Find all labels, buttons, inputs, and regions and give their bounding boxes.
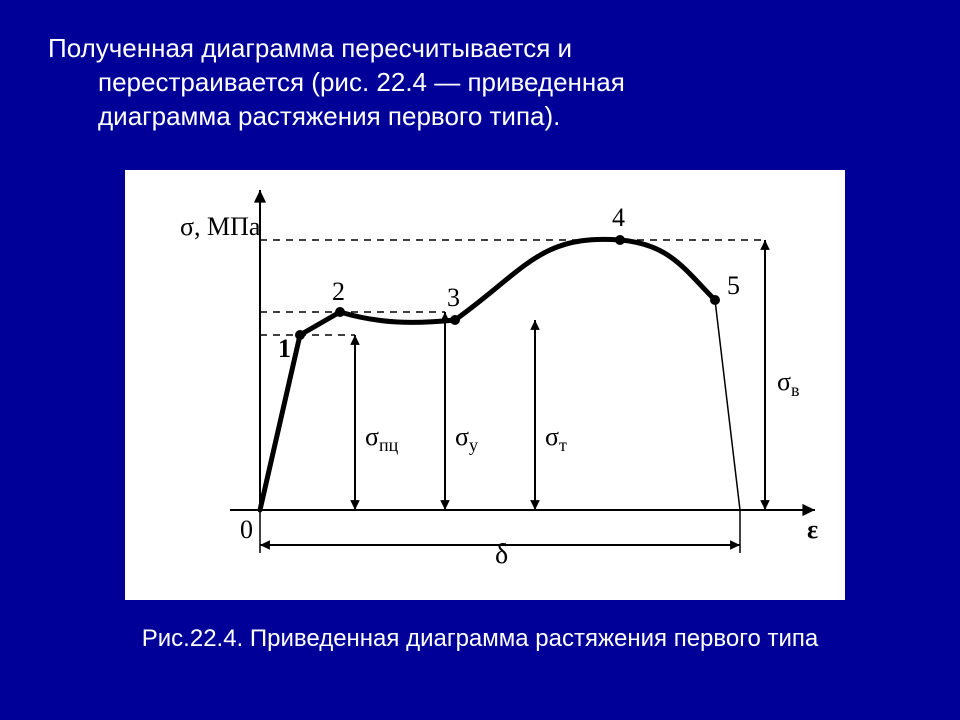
- svg-text:4: 4: [612, 203, 625, 232]
- svg-text:5: 5: [727, 271, 740, 300]
- svg-text:σв: σв: [777, 367, 800, 400]
- svg-text:2: 2: [332, 277, 345, 306]
- paragraph-line1: Полученная диаграмма пересчитывается и: [48, 32, 900, 66]
- svg-text:σ, МПа: σ, МПа: [180, 212, 261, 241]
- paragraph-line3: диаграмма растяжения первого типа).: [48, 100, 900, 134]
- paragraph-line2: перестраивается (рис. 22.4 — приведенная: [48, 66, 900, 100]
- stress-strain-diagram: σ, МПа 0 δ ε 1 2 3 4 5 σпц σу σт σв: [125, 170, 845, 600]
- svg-text:σпц: σпц: [365, 422, 399, 455]
- svg-text:0: 0: [240, 515, 253, 544]
- svg-text:1: 1: [278, 334, 291, 363]
- svg-text:ε: ε: [807, 515, 818, 544]
- svg-text:3: 3: [447, 283, 460, 312]
- svg-text:σу: σу: [455, 422, 478, 455]
- body-text: Полученная диаграмма пересчитывается и п…: [48, 32, 900, 133]
- diagram-svg: σ, МПа 0 δ ε 1 2 3 4 5 σпц σу σт σв: [125, 170, 845, 600]
- figure-caption: Рис.22.4. Приведенная диаграмма растяжен…: [0, 625, 960, 653]
- svg-text:σт: σт: [545, 422, 567, 455]
- svg-text:δ: δ: [495, 539, 508, 570]
